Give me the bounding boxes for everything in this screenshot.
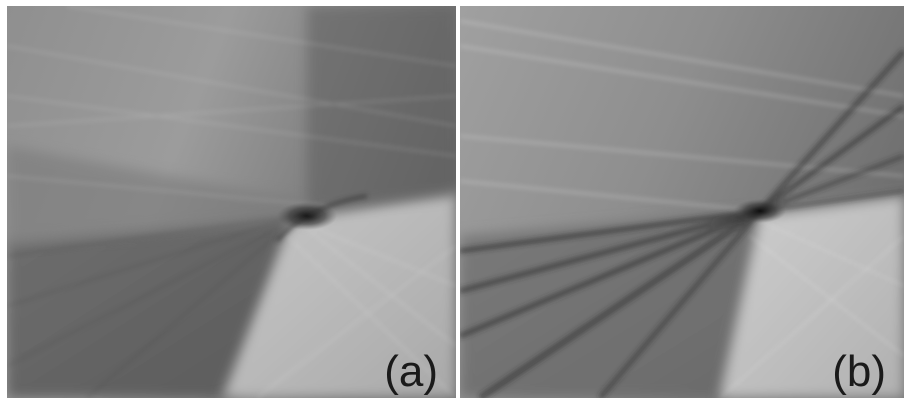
- panel-a: (a): [7, 6, 456, 398]
- panel-b: (b): [460, 6, 904, 398]
- panel-a-label: (a): [384, 347, 438, 396]
- panel-b-image: [460, 6, 904, 398]
- panel-a-image: [7, 6, 456, 398]
- panel-b-label: (b): [832, 347, 886, 396]
